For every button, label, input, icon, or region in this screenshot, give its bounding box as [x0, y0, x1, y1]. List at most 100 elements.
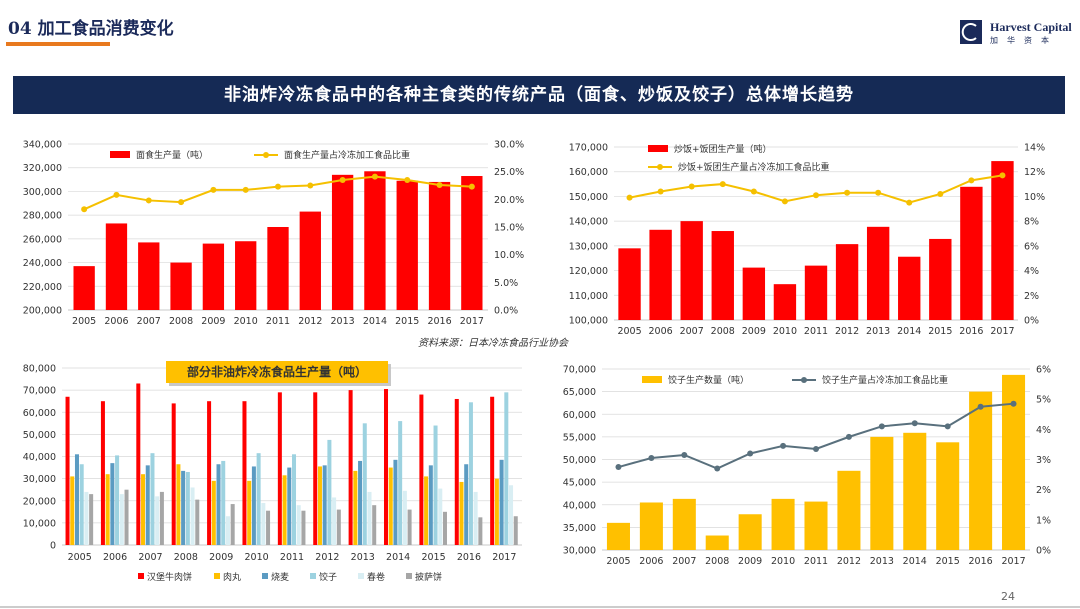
bar — [155, 496, 160, 545]
line-point — [307, 182, 314, 189]
y-tick-label: 0 — [50, 541, 56, 552]
bar — [468, 402, 473, 545]
line-point — [615, 464, 622, 471]
y-left-tick-label: 65,000 — [563, 387, 596, 398]
line-point — [750, 188, 757, 195]
legend-line-label: 面食生产量占冷冻加工食品比重 — [284, 149, 410, 161]
x-tick-label: 2015 — [936, 556, 960, 567]
line-point — [977, 403, 984, 410]
y-right-tick-label: 14% — [1024, 143, 1045, 154]
y-right-tick-label: 5% — [1036, 395, 1051, 406]
line-point — [113, 191, 120, 198]
x-tick-label: 2006 — [649, 326, 673, 337]
bar — [353, 470, 358, 545]
line-point — [657, 188, 664, 195]
bar — [837, 470, 861, 550]
bar — [296, 505, 301, 545]
legend-label: 饺子 — [319, 571, 337, 583]
x-tick-label: 2007 — [680, 326, 704, 337]
bar — [261, 502, 266, 545]
source-note: 资料来源：日本冷冻食品行业协会 — [418, 338, 568, 349]
logo-name: Harvest Capital — [990, 20, 1072, 34]
x-tick-label: 2016 — [969, 556, 993, 567]
line-point — [275, 183, 281, 190]
bar — [267, 227, 289, 310]
legend-line-marker — [801, 377, 807, 383]
legend-line-label: 炒饭+饭团生产量占冷冻加工食品比重 — [678, 161, 830, 173]
line-point — [906, 199, 913, 206]
bar — [396, 180, 418, 310]
legend-label: 汉堡牛肉饼 — [147, 571, 192, 583]
line-point — [371, 173, 378, 180]
x-tick-label: 2014 — [897, 326, 921, 337]
title-box — [166, 361, 388, 383]
y-tick-label: 80,000 — [23, 364, 56, 375]
bar — [181, 470, 186, 545]
bar — [461, 176, 483, 310]
bar — [336, 509, 341, 545]
chart-title: 部分非油炸冷冻食品生产量（吨） — [187, 364, 367, 379]
y-left-tick-label: 120,000 — [569, 266, 608, 277]
bar — [317, 466, 322, 545]
bar — [247, 480, 252, 545]
legend-swatch — [214, 573, 220, 579]
y-tick-label: 40,000 — [23, 452, 56, 463]
y-left-tick-label: 40,000 — [563, 500, 596, 511]
bar — [225, 516, 230, 545]
bar — [649, 229, 672, 320]
x-tick-label: 2005 — [617, 326, 641, 337]
legend-label: 肉丸 — [223, 571, 241, 583]
x-tick-label: 2017 — [492, 552, 516, 563]
bar — [442, 511, 447, 545]
legend-bar-swatch — [648, 145, 668, 152]
bar — [327, 439, 332, 545]
bar — [65, 396, 70, 545]
y-right-tick-label: 0% — [1036, 546, 1051, 557]
bar — [256, 453, 261, 545]
x-tick-label: 2012 — [315, 552, 339, 563]
x-tick-label: 2015 — [421, 552, 445, 563]
bar — [424, 476, 429, 545]
bar — [680, 221, 703, 320]
x-tick-label: 2006 — [103, 552, 127, 563]
x-tick-label: 2005 — [72, 316, 96, 327]
line-point — [999, 172, 1006, 179]
bar — [292, 454, 297, 545]
legend-bar-label: 面食生产量（吨） — [136, 149, 208, 161]
bar — [773, 284, 797, 320]
line-point — [878, 423, 885, 430]
bar — [195, 499, 200, 545]
bar — [141, 474, 146, 545]
bar — [115, 455, 120, 545]
y-right-tick-label: 2% — [1024, 291, 1039, 302]
y-left-tick-label: 130,000 — [569, 241, 608, 252]
bar — [509, 485, 514, 545]
x-tick-label: 2008 — [174, 552, 198, 563]
x-tick-label: 2013 — [866, 326, 890, 337]
line-point — [681, 451, 688, 458]
x-tick-label: 2014 — [386, 552, 410, 563]
legend-label: 披萨饼 — [415, 571, 442, 583]
x-tick-label: 2011 — [804, 556, 828, 567]
line-point — [780, 442, 787, 449]
bar — [159, 491, 164, 545]
x-tick-label: 2014 — [903, 556, 927, 567]
x-tick-label: 2016 — [427, 316, 451, 327]
y-right-tick-label: 15.0% — [494, 223, 524, 234]
y-tick-label: 30,000 — [23, 474, 56, 485]
y-right-tick-label: 6% — [1036, 365, 1051, 376]
y-left-tick-label: 45,000 — [563, 478, 596, 489]
bar — [358, 460, 363, 545]
line-point — [468, 183, 475, 190]
y-left-tick-label: 110,000 — [569, 291, 608, 302]
x-tick-label: 2007 — [137, 316, 161, 327]
y-right-tick-label: 0.0% — [494, 306, 518, 317]
y-tick-label: 60,000 — [23, 408, 56, 419]
bar — [454, 398, 459, 545]
bar — [428, 465, 433, 545]
bar — [266, 510, 271, 545]
bar — [299, 211, 321, 310]
bar — [771, 498, 795, 550]
bar — [835, 244, 859, 320]
dumplings-chart: 30,000 35,000 40,000 45,000 50,000 55,000 60,0… — [563, 365, 1051, 568]
